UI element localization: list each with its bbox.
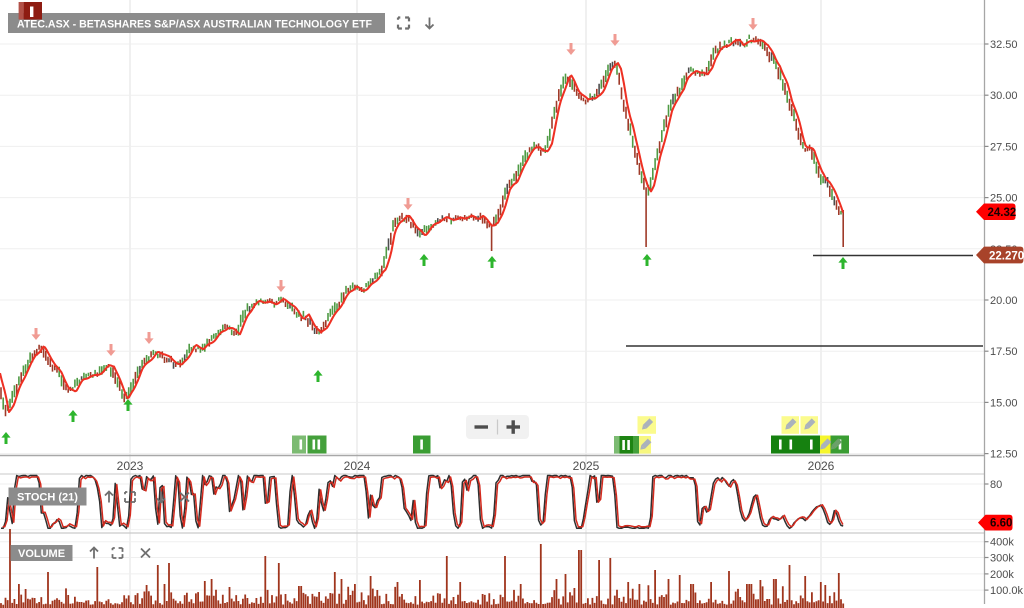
svg-text:80: 80 [990,479,1002,491]
svg-text:30.00: 30.00 [990,90,1018,102]
svg-text:25.00: 25.00 [990,193,1018,205]
svg-text:2023: 2023 [117,459,144,473]
svg-text:100.0k: 100.0k [990,585,1024,597]
svg-text:2024: 2024 [344,459,371,473]
svg-text:VOLUME: VOLUME [18,548,65,560]
svg-text:20.00: 20.00 [990,295,1018,307]
svg-text:6.60: 6.60 [990,518,1012,530]
svg-text:STOCH (21): STOCH (21) [17,492,78,504]
svg-text:300k: 300k [990,553,1014,565]
svg-text:12.50: 12.50 [990,449,1018,461]
svg-text:15.00: 15.00 [990,397,1018,409]
svg-text:ATEC.ASX - BETASHARES S&P/ASX: ATEC.ASX - BETASHARES S&P/ASX AUSTRALIAN… [17,19,372,31]
svg-text:32.50: 32.50 [990,39,1018,51]
svg-text:27.50: 27.50 [990,141,1018,153]
svg-text:2026: 2026 [808,459,835,473]
svg-text:2025: 2025 [573,459,600,473]
svg-text:200k: 200k [990,569,1014,581]
svg-text:400k: 400k [990,537,1014,549]
svg-text:17.50: 17.50 [990,346,1018,358]
svg-text:22.270: 22.270 [989,251,1024,263]
svg-text:24.32: 24.32 [988,207,1017,219]
